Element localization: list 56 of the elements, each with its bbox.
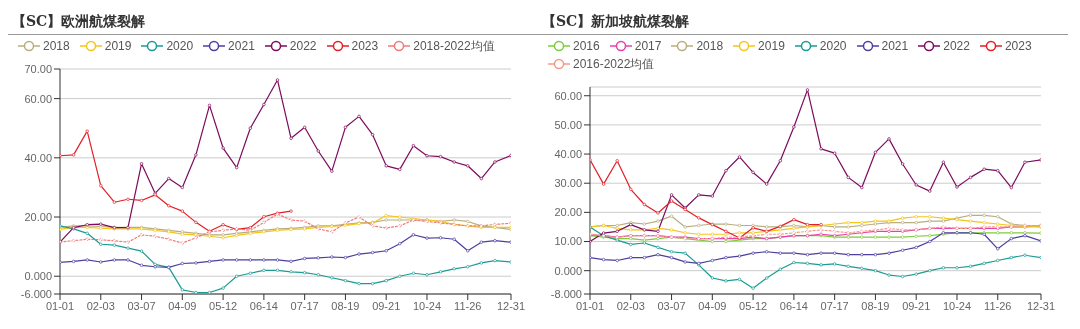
x-tick-label: 03-07 xyxy=(657,299,686,312)
x-tick-label: 11-26 xyxy=(454,299,482,312)
legend-label: 2020 xyxy=(819,39,847,53)
y-tick-label: 40.00 xyxy=(24,151,52,164)
legend-label: 2021 xyxy=(881,39,909,53)
legend-label: 2023 xyxy=(1004,39,1032,53)
x-tick-label: 04-09 xyxy=(168,299,197,312)
x-tick-label: 09-21 xyxy=(372,299,401,312)
legend-label: 2019 xyxy=(104,39,132,53)
x-tick-label: 01-01 xyxy=(45,299,75,312)
x-tick-label: 10-24 xyxy=(412,299,442,312)
x-tick-label: 02-03 xyxy=(616,299,645,312)
legend-label: 2023 xyxy=(351,39,379,53)
y-tick-label: 0.000 xyxy=(554,264,582,277)
x-tick-label: 10-24 xyxy=(942,299,972,312)
y-tick-label: 60.00 xyxy=(554,89,582,102)
legend-label: 2020 xyxy=(166,39,194,53)
chart-title: 【SC】欧洲航煤裂解 xyxy=(8,8,538,35)
y-tick-label: 70.00 xyxy=(24,62,52,75)
y-tick-label: 20.00 xyxy=(554,206,582,219)
x-tick-label: 08-19 xyxy=(331,299,360,312)
legend-label: 2018-2022均值 xyxy=(413,37,495,55)
legend-label: 2022 xyxy=(943,39,970,53)
legend-label: 2018 xyxy=(696,39,724,53)
y-tick-label: 60.00 xyxy=(24,92,52,105)
legend-label: 2016-2022均值 xyxy=(573,55,655,73)
x-tick-label: 08-19 xyxy=(861,299,890,312)
y-tick-label: -6.000 xyxy=(20,287,52,300)
x-tick-label: 11-26 xyxy=(984,299,1012,312)
x-tick-label: 06-14 xyxy=(779,299,808,312)
y-tick-label: 0.000 xyxy=(24,270,52,283)
x-tick-label: 02-03 xyxy=(86,299,115,312)
x-tick-label: 01-01 xyxy=(575,299,605,312)
legend-label: 2019 xyxy=(758,39,785,53)
x-tick-label: 05-12 xyxy=(209,299,238,312)
x-tick-label: 05-12 xyxy=(739,299,768,312)
legend-label: 2021 xyxy=(228,39,255,53)
y-tick-label: 30.00 xyxy=(554,177,582,190)
x-tick-label: 09-21 xyxy=(902,299,931,312)
legend-label: 2018 xyxy=(43,39,70,53)
x-tick-label: 12-31 xyxy=(1026,299,1056,312)
legend-label: 2016 xyxy=(573,39,600,53)
x-tick-label: 07-17 xyxy=(290,299,319,312)
x-tick-label: 04-09 xyxy=(698,299,727,312)
y-tick-label: 10.00 xyxy=(554,235,582,248)
legend-label: 2022 xyxy=(289,39,317,53)
x-tick-label: 07-17 xyxy=(820,299,849,312)
y-tick-label: 20.00 xyxy=(24,210,52,223)
legend-label: 2017 xyxy=(634,39,662,53)
y-tick-label: 40.00 xyxy=(554,147,582,160)
y-tick-label: -8.000 xyxy=(550,287,582,300)
x-tick-label: 06-14 xyxy=(249,299,278,312)
chart-title: 【SC】新加坡航煤裂解 xyxy=(538,8,1068,35)
x-tick-label: 12-31 xyxy=(496,299,526,312)
y-tick-label: 50.00 xyxy=(554,118,582,131)
x-tick-label: 03-07 xyxy=(127,299,156,312)
